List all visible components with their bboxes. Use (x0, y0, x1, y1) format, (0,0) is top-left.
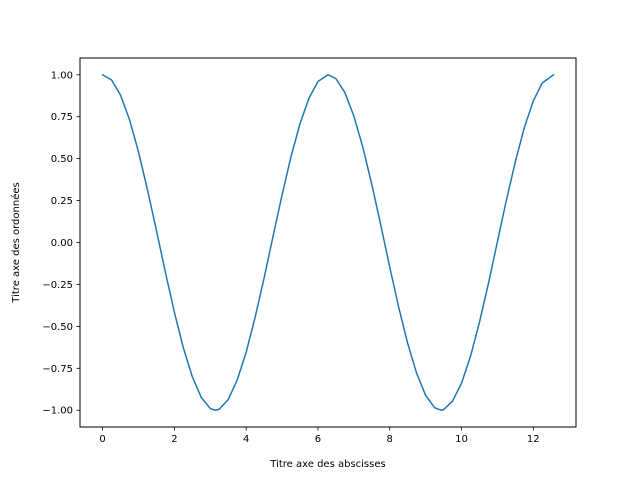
y-tick-label: −0.50 (42, 322, 73, 333)
y-tick-label: 0.50 (51, 154, 73, 165)
x-tick-label: 8 (387, 434, 393, 445)
x-tick-label: 12 (527, 434, 540, 445)
y-tick-label: 0.25 (51, 196, 73, 207)
series-line-1 (101, 74, 555, 411)
y-tick-label: 0.00 (51, 238, 73, 249)
x-tick-label: 4 (243, 434, 249, 445)
x-tick-label: 10 (455, 434, 468, 445)
y-axis-label: Titre axe des ordonnées (10, 182, 22, 303)
x-tick-label: 2 (171, 434, 177, 445)
x-axis-label: Titre axe des abscisses (269, 459, 385, 470)
y-tick-label: −0.25 (42, 280, 73, 291)
y-tick-label: 1.00 (51, 70, 73, 81)
x-tick-label: 0 (99, 434, 105, 445)
y-tick-label: −1.00 (42, 406, 73, 417)
x-tick-label: 6 (315, 434, 321, 445)
y-tick-label: 0.75 (51, 112, 73, 123)
y-tick-label: −0.75 (42, 364, 73, 375)
